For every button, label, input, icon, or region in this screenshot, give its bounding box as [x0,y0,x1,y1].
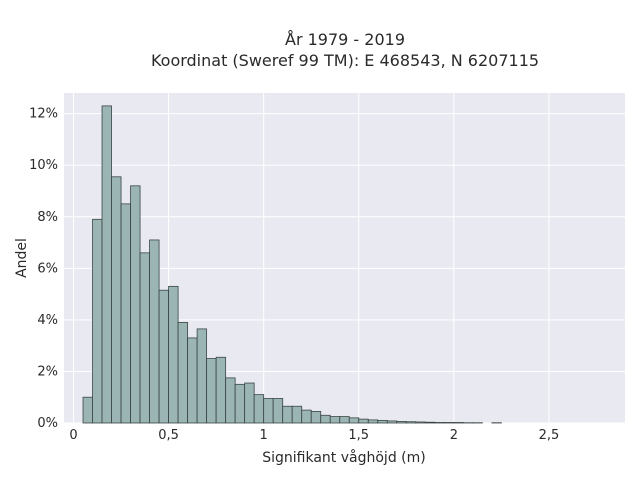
histogram-bar [101,105,112,424]
x-tick-label: 2,5 [539,428,560,443]
histogram-bar [92,218,103,424]
y-tick-label: 6% [37,261,58,276]
histogram-bar [149,239,160,424]
histogram-bar [272,398,284,424]
histogram-bar [215,356,227,424]
histogram-bar [139,252,150,424]
histogram-bar [111,176,122,424]
y-tick-label: 0% [37,416,58,431]
chart-title-line-1: År 1979 - 2019 [285,30,405,49]
histogram-bar [453,422,464,424]
histogram-bar [187,337,198,424]
bars [82,105,502,424]
x-tick-label: 0,5 [158,428,179,443]
histogram-bar [263,398,274,424]
y-axis-label: Andel [14,238,30,278]
histogram-bar [339,416,350,424]
histogram-bar [443,422,455,424]
x-axis-ticks: 0 0,5 1 1,5 2 2,5 [69,428,559,443]
histogram-bar [301,409,312,424]
histogram-bar [206,358,217,424]
y-axis-ticks: 0% 2% 4% 6% 8% 10% 12% [29,107,58,431]
histogram-bar [158,289,169,424]
histogram-bar [348,417,360,424]
histogram-bar [377,420,388,424]
histogram-bar [120,203,131,424]
histogram-bar [358,418,369,424]
histogram-bar [320,414,331,424]
histogram-bar [225,377,236,424]
histogram-bar [386,420,398,424]
y-tick-label: 2% [37,364,58,379]
histogram-bar [310,410,322,424]
chart-title-line-2: Koordinat (Sweref 99 TM): E 468543, N 62… [151,51,539,70]
histogram-bar [396,421,407,424]
histogram-bar [329,416,341,424]
histogram-bar [244,382,255,424]
y-tick-label: 8% [37,210,58,225]
x-tick-label: 1 [260,428,268,443]
histogram-bar [130,185,141,424]
y-tick-label: 10% [29,158,58,173]
histogram-bar [168,285,179,424]
histogram-bar [291,405,303,424]
histogram-bar [282,405,293,424]
histogram-bar [415,421,426,424]
histogram-bar [405,421,417,424]
histogram-bar [196,328,208,424]
histogram-bar [253,394,265,424]
histogram-bar [424,421,436,424]
y-tick-label: 4% [37,313,58,328]
x-tick-label: 0 [69,428,77,443]
histogram-bar [434,422,445,424]
x-tick-label: 2 [450,428,458,443]
histogram-bar [367,419,379,424]
histogram-bar [82,396,93,424]
y-tick-label: 12% [29,107,58,122]
x-tick-label: 1,5 [348,428,369,443]
x-axis-label: Signifikant våghöjd (m) [262,449,425,466]
histogram-bar [234,383,246,424]
histogram-bar [177,322,189,424]
